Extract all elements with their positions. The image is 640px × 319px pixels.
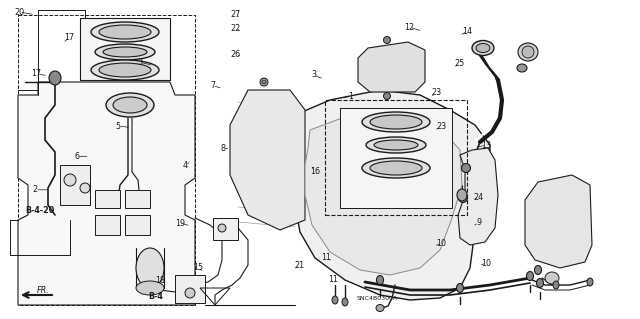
Ellipse shape bbox=[362, 112, 430, 132]
Polygon shape bbox=[230, 90, 305, 230]
Ellipse shape bbox=[260, 78, 268, 86]
Ellipse shape bbox=[103, 47, 147, 57]
Text: 11: 11 bbox=[321, 253, 332, 262]
Ellipse shape bbox=[99, 25, 151, 39]
Text: 11: 11 bbox=[328, 275, 338, 284]
Bar bbox=[125, 190, 150, 208]
Ellipse shape bbox=[185, 288, 195, 298]
Ellipse shape bbox=[136, 281, 164, 295]
Text: 3: 3 bbox=[137, 58, 142, 67]
Text: 25: 25 bbox=[454, 59, 465, 68]
Text: 10: 10 bbox=[481, 259, 492, 268]
Text: 3: 3 bbox=[311, 70, 316, 79]
Ellipse shape bbox=[518, 43, 538, 61]
Polygon shape bbox=[292, 90, 490, 300]
Text: 8: 8 bbox=[220, 144, 225, 153]
Text: 20: 20 bbox=[14, 8, 24, 17]
Ellipse shape bbox=[91, 22, 159, 42]
Polygon shape bbox=[458, 148, 498, 245]
Ellipse shape bbox=[472, 41, 494, 56]
Ellipse shape bbox=[262, 80, 266, 84]
Text: 5: 5 bbox=[116, 122, 121, 130]
Bar bbox=[80, 18, 170, 80]
Ellipse shape bbox=[370, 161, 422, 175]
Polygon shape bbox=[18, 82, 195, 305]
Text: B-4-20: B-4-20 bbox=[25, 206, 54, 215]
Ellipse shape bbox=[517, 64, 527, 72]
Text: 22: 22 bbox=[230, 24, 241, 33]
Bar bbox=[125, 215, 150, 235]
Bar bbox=[60, 165, 90, 205]
Ellipse shape bbox=[332, 296, 338, 304]
Ellipse shape bbox=[371, 172, 405, 198]
Text: 1: 1 bbox=[348, 92, 353, 101]
Text: 10: 10 bbox=[436, 239, 447, 248]
Text: FR.: FR. bbox=[37, 286, 50, 295]
Ellipse shape bbox=[363, 166, 413, 204]
Text: 14: 14 bbox=[462, 27, 472, 36]
Ellipse shape bbox=[374, 140, 418, 150]
Ellipse shape bbox=[536, 278, 543, 287]
Ellipse shape bbox=[95, 44, 155, 60]
Ellipse shape bbox=[49, 71, 61, 85]
Text: 16: 16 bbox=[310, 167, 320, 176]
Ellipse shape bbox=[457, 189, 467, 201]
Bar bbox=[95, 190, 120, 208]
Text: SNC4B0300A: SNC4B0300A bbox=[357, 296, 398, 301]
Ellipse shape bbox=[99, 63, 151, 77]
Text: 2: 2 bbox=[33, 185, 38, 194]
Ellipse shape bbox=[456, 284, 463, 293]
Ellipse shape bbox=[80, 183, 90, 193]
Text: 7: 7 bbox=[210, 81, 215, 90]
Ellipse shape bbox=[458, 194, 467, 203]
Ellipse shape bbox=[461, 164, 470, 173]
Ellipse shape bbox=[91, 60, 159, 80]
Bar bbox=[340, 108, 452, 208]
Ellipse shape bbox=[64, 174, 76, 186]
Ellipse shape bbox=[545, 272, 559, 284]
Text: 13: 13 bbox=[481, 141, 492, 150]
Text: 9: 9 bbox=[476, 218, 481, 227]
Ellipse shape bbox=[376, 305, 384, 311]
Ellipse shape bbox=[527, 271, 534, 280]
Ellipse shape bbox=[113, 97, 147, 113]
Text: 21: 21 bbox=[294, 261, 305, 270]
Text: 26: 26 bbox=[230, 50, 241, 59]
Text: 17: 17 bbox=[31, 69, 41, 78]
Bar bbox=[175, 275, 205, 303]
Text: 17: 17 bbox=[64, 33, 74, 42]
Ellipse shape bbox=[376, 276, 383, 285]
Ellipse shape bbox=[587, 278, 593, 286]
Polygon shape bbox=[358, 42, 425, 92]
Ellipse shape bbox=[476, 43, 490, 53]
Polygon shape bbox=[305, 115, 462, 275]
Text: B-4: B-4 bbox=[148, 292, 163, 301]
Text: 23: 23 bbox=[431, 88, 442, 97]
Ellipse shape bbox=[534, 265, 541, 275]
Polygon shape bbox=[525, 175, 592, 268]
Ellipse shape bbox=[383, 36, 390, 43]
Ellipse shape bbox=[106, 93, 154, 117]
Ellipse shape bbox=[218, 224, 226, 232]
Text: 6: 6 bbox=[74, 152, 79, 161]
Text: 12: 12 bbox=[404, 23, 415, 32]
Ellipse shape bbox=[342, 298, 348, 306]
Text: 15: 15 bbox=[193, 263, 204, 272]
Ellipse shape bbox=[522, 46, 534, 58]
Ellipse shape bbox=[366, 137, 426, 153]
Ellipse shape bbox=[383, 93, 390, 100]
Bar bbox=[95, 215, 120, 235]
Text: 24: 24 bbox=[474, 193, 484, 202]
Text: 23: 23 bbox=[436, 122, 447, 131]
Text: 4: 4 bbox=[183, 161, 188, 170]
Text: 19: 19 bbox=[175, 219, 186, 228]
Text: 18: 18 bbox=[155, 276, 165, 285]
Bar bbox=[325, 100, 467, 215]
Ellipse shape bbox=[362, 158, 430, 178]
Bar bbox=[213, 218, 238, 240]
Ellipse shape bbox=[370, 115, 422, 129]
Ellipse shape bbox=[136, 248, 164, 288]
Text: 27: 27 bbox=[230, 10, 241, 19]
Ellipse shape bbox=[553, 281, 559, 289]
